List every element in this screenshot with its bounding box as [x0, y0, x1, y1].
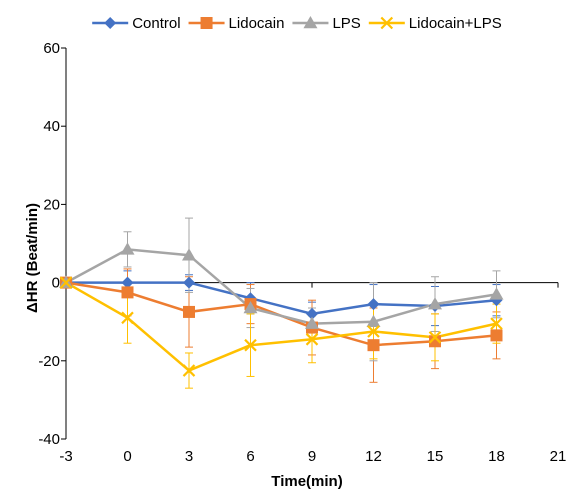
lps-point: [366, 314, 381, 327]
x-tick-label: -3: [59, 448, 72, 465]
lidocain-lps-point: [244, 338, 257, 352]
legend: Control Lidocain LPS Lidocain+LPS: [92, 15, 502, 32]
control-point: [183, 276, 195, 289]
x-tick-label: 6: [246, 448, 254, 465]
legend-item-lidocain: Lidocain: [188, 15, 285, 32]
series-lines: [65, 248, 497, 373]
lidocain-lps-point: [305, 333, 319, 346]
y-tick-label: -20: [38, 353, 60, 370]
x-axis-ticks: -3 0 3 6 9 12 15 18 21: [59, 282, 567, 465]
lidocain-point: [490, 329, 503, 342]
x-tick-label: 0: [123, 448, 131, 465]
y-tick-label: -40: [38, 431, 60, 448]
y-axis-title: ΔHR (Beat/min): [24, 203, 41, 313]
lidocain-lps-point: [121, 311, 134, 325]
lidocain-lps-point: [490, 317, 503, 330]
lps-point: [305, 316, 319, 329]
lps-point: [243, 301, 258, 314]
legend-item-control: Control: [92, 15, 181, 32]
legend-marker: [104, 17, 117, 29]
lps-point: [182, 248, 196, 261]
lidocain-point: [429, 335, 441, 348]
legend-marker: [303, 16, 318, 29]
legend-marker-shape: [200, 17, 213, 29]
lidocain-lps-point: [428, 331, 442, 344]
legend-label: Lidocain: [229, 15, 285, 32]
legend-label: LPS: [332, 15, 360, 32]
y-axis-ticks: -40 -20 0 20 40 60: [38, 40, 66, 448]
x-axis-title: Time(min): [271, 473, 342, 489]
legend-marker-shape: [303, 16, 318, 29]
control-line: [66, 281, 497, 316]
x-tick-label: 18: [488, 448, 505, 465]
legend-item-lidocain-lps: Lidocain+LPS: [368, 15, 502, 32]
x-tick-label: 9: [308, 448, 316, 465]
x-tick-label: 21: [550, 448, 567, 465]
y-tick-label: 40: [43, 118, 60, 135]
y-tick-label: 0: [52, 275, 60, 292]
legend-marker-shape: [104, 17, 117, 29]
lidocain-lps-line: [65, 281, 497, 373]
legend-label: Lidocain+LPS: [409, 15, 502, 32]
lps-point: [428, 297, 442, 310]
lidocain-lps-point: [182, 364, 196, 377]
lidocain-point: [121, 286, 134, 299]
x-tick-label: 15: [427, 448, 444, 465]
lps-point: [489, 287, 504, 300]
x-tick-label: 12: [365, 448, 382, 465]
x-tick-label: 3: [185, 448, 193, 465]
y-tick-label: 60: [43, 40, 60, 57]
legend-item-lps: LPS: [292, 15, 361, 32]
lidocain-lps-point: [59, 276, 73, 289]
y-tick-label: 20: [43, 196, 60, 213]
series-markers: [59, 242, 504, 377]
legend-label: Control: [132, 15, 180, 32]
axes: -40 -20 0 20 40 60 -3 0 3 6 9 12 15 18 21: [38, 40, 566, 465]
lidocain-point: [367, 339, 380, 352]
lps-point: [120, 242, 135, 255]
legend-marker-shape: [380, 16, 394, 30]
lps-line: [65, 248, 497, 325]
legend-marker: [200, 17, 213, 29]
control-point: [367, 298, 380, 311]
control-point: [306, 307, 318, 320]
legend-marker: [380, 16, 394, 30]
lidocain-point: [183, 305, 195, 318]
lidocain-lps-point: [367, 325, 380, 338]
control-point: [121, 276, 134, 289]
